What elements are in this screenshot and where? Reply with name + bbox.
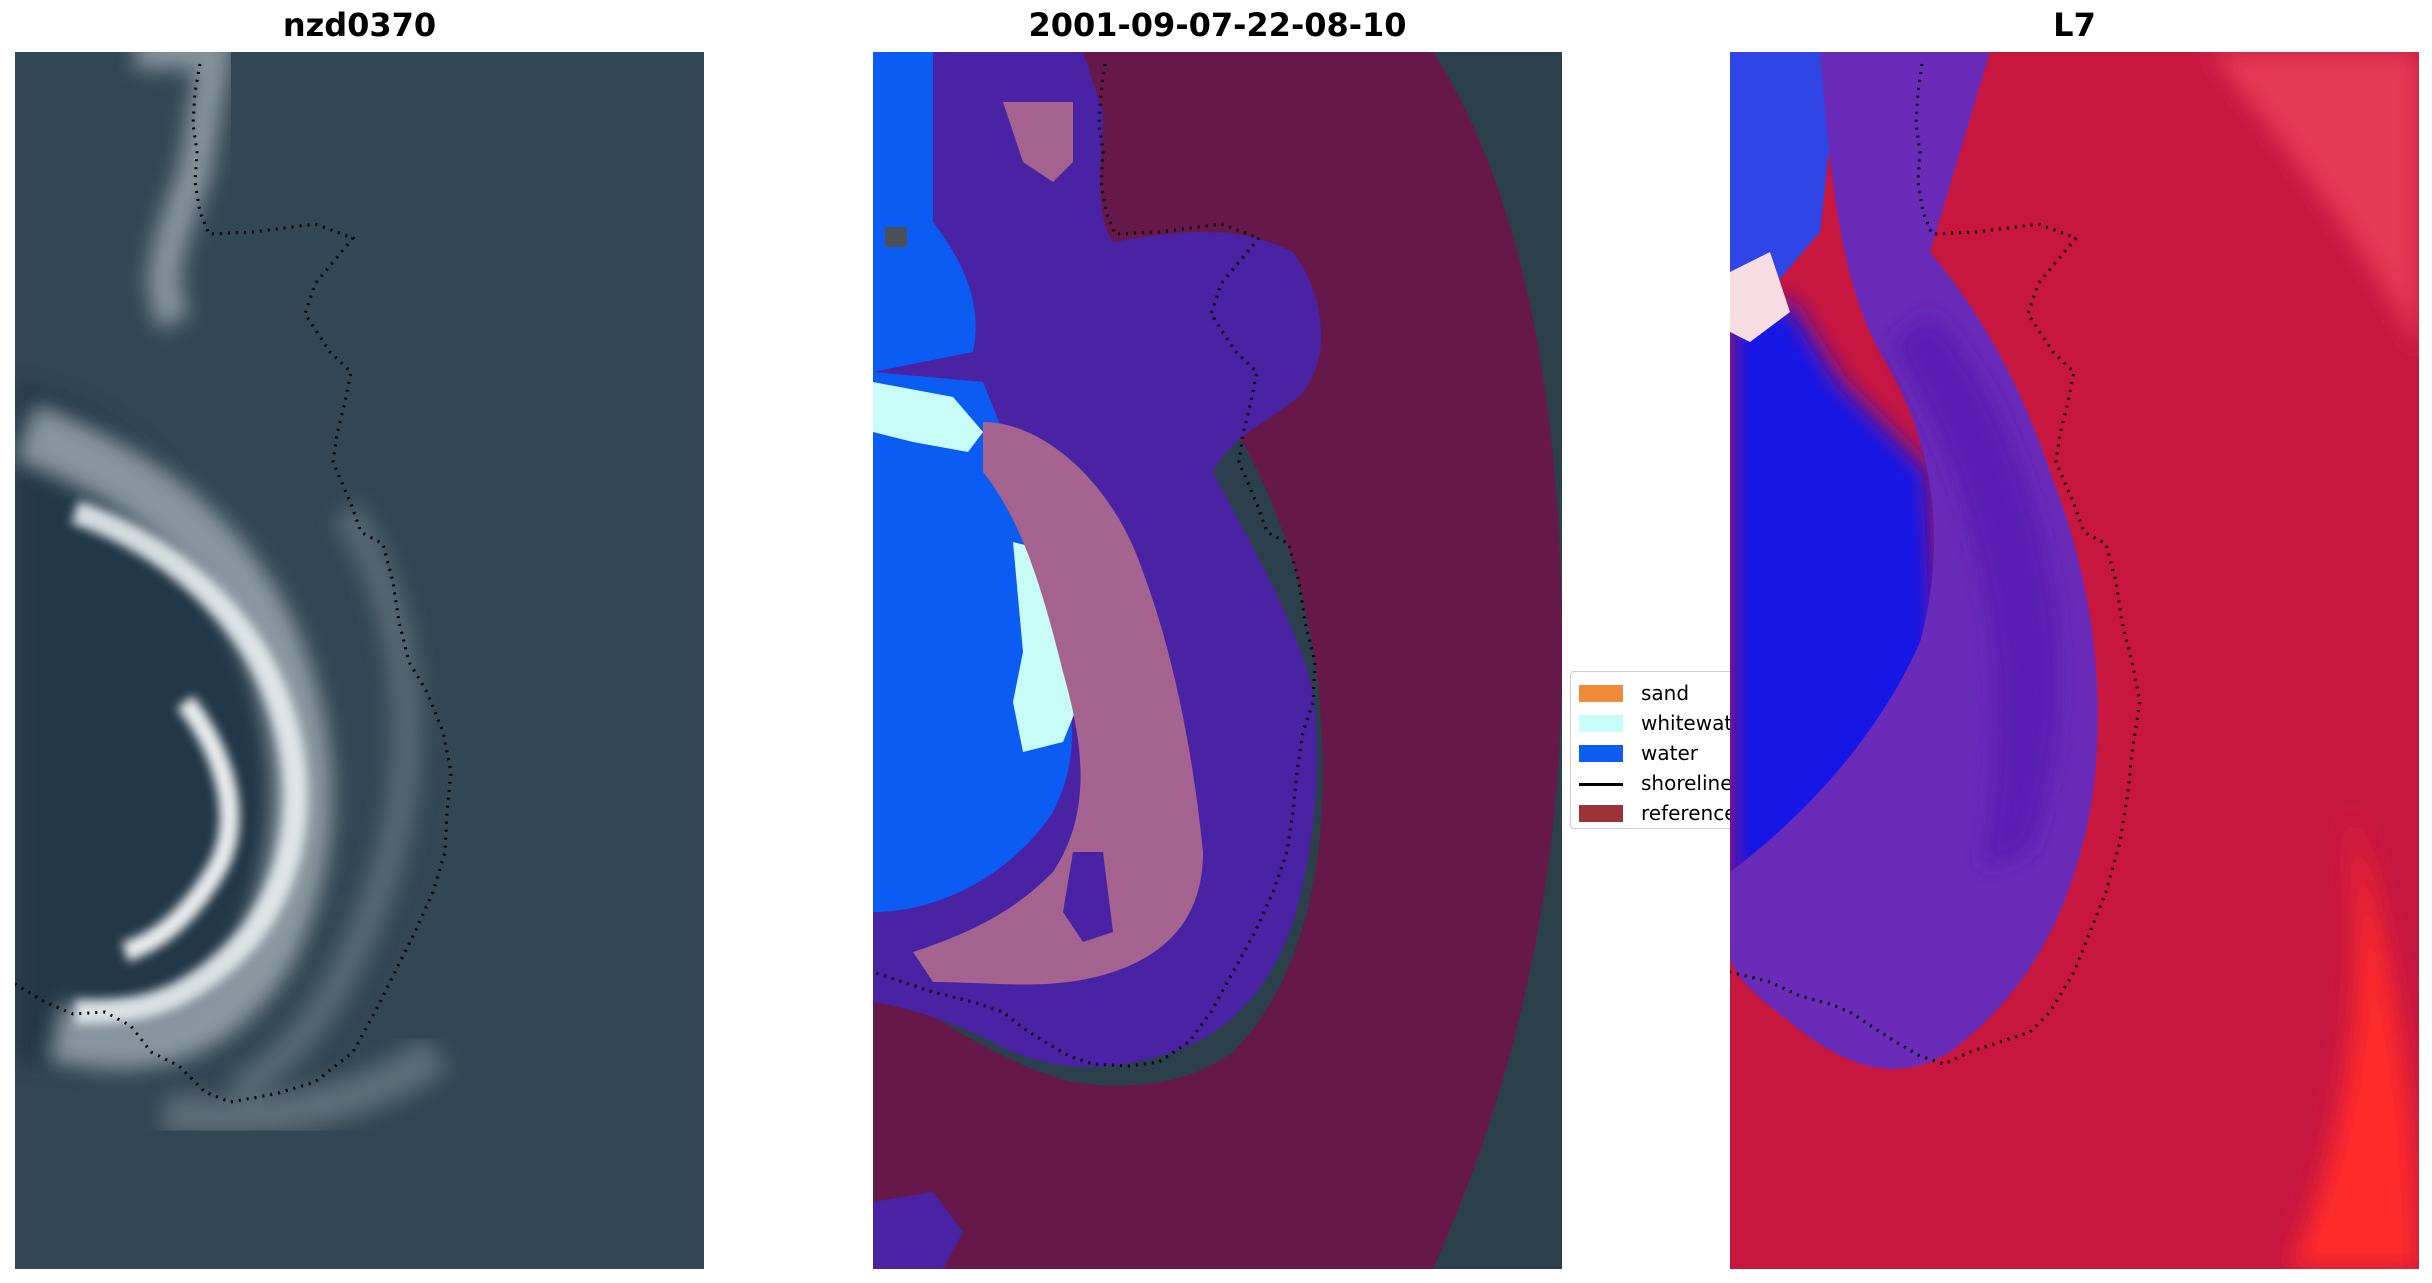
legend-item-shoreline: shoreline bbox=[1579, 771, 1733, 795]
legend-label-reference: reference bbox=[1641, 801, 1737, 825]
shoreline-line-swatch bbox=[1579, 775, 1623, 792]
legend: sand whitewater water shoreline referenc… bbox=[1570, 671, 1753, 829]
legend-item-sand: sand bbox=[1579, 681, 1689, 705]
sand-swatch bbox=[1579, 684, 1623, 702]
legend-label-sand: sand bbox=[1641, 681, 1690, 705]
shoreline-rgb bbox=[15, 63, 453, 1104]
classified-image bbox=[873, 52, 1562, 1269]
legend-item-water: water bbox=[1579, 741, 1698, 765]
legend-label-water: water bbox=[1641, 741, 1698, 765]
whitewater-swatch bbox=[1579, 714, 1623, 732]
legend-item-whitewater: whitewater bbox=[1579, 711, 1753, 735]
rgb-satellite-image bbox=[15, 52, 704, 1269]
water-index-image bbox=[1730, 52, 2419, 1269]
panel-title-rgb: nzd0370 bbox=[282, 6, 437, 44]
panel-title-index: L7 bbox=[2053, 6, 2096, 44]
panel-title-classified: 2001-09-07-22-08-10 bbox=[1028, 6, 1407, 44]
water-swatch bbox=[1579, 744, 1623, 762]
legend-item-reference: reference bbox=[1579, 801, 1737, 825]
reference-swatch bbox=[1579, 804, 1623, 822]
shoreline-classified bbox=[873, 63, 1317, 1068]
legend-label-shoreline: shoreline bbox=[1641, 771, 1733, 795]
